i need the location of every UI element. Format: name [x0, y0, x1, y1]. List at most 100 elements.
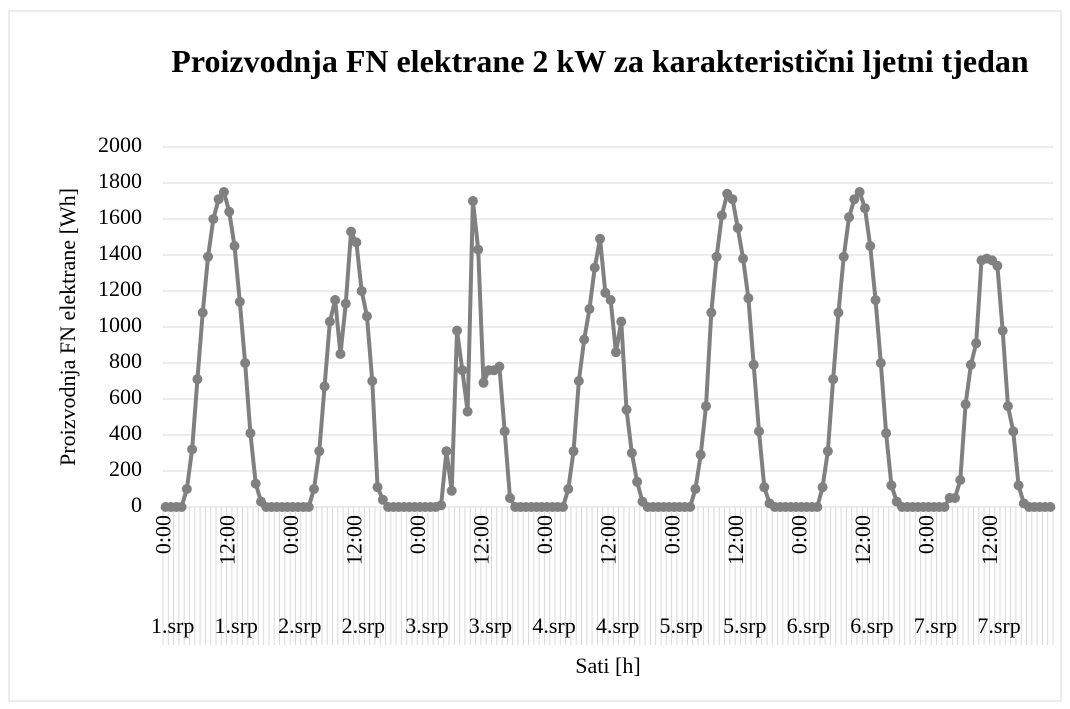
point-marker: [192, 374, 203, 385]
point-marker: [314, 446, 325, 457]
x-tick-label: 12:00: [977, 515, 1002, 565]
point-marker: [859, 203, 870, 214]
point-marker: [335, 349, 346, 359]
point-marker: [690, 484, 701, 494]
point-marker: [626, 448, 637, 458]
y-axis-label: Proizvodnja FN elektrane [Wh]: [55, 188, 80, 466]
point-marker: [610, 347, 621, 358]
x-group-label: 1.srp: [151, 613, 194, 638]
point-marker: [346, 226, 357, 237]
point-marker: [367, 376, 378, 386]
y-tick-label: 800: [109, 348, 142, 373]
point-marker: [854, 187, 865, 197]
x-tick-label: 12:00: [596, 515, 621, 565]
point-marker: [738, 253, 749, 264]
point-marker: [881, 428, 892, 439]
y-tick-label: 1800: [98, 168, 142, 193]
x-group-label: 4.srp: [596, 613, 639, 638]
x-group-label: 2.srp: [342, 613, 385, 638]
point-marker: [1008, 426, 1019, 437]
point-marker: [759, 482, 770, 493]
point-marker: [176, 502, 187, 512]
x-tick-label: 0:00: [786, 515, 811, 554]
point-marker: [319, 381, 330, 392]
point-marker: [573, 376, 584, 386]
point-marker: [838, 251, 849, 262]
point-marker: [568, 446, 579, 457]
y-tick-label: 1000: [98, 312, 142, 337]
point-marker: [605, 295, 616, 305]
point-marker: [828, 374, 839, 385]
point-marker: [330, 295, 341, 305]
point-marker: [748, 359, 759, 370]
point-marker: [997, 325, 1008, 336]
point-marker: [452, 325, 463, 336]
point-marker: [563, 484, 574, 494]
point-marker: [870, 295, 881, 305]
point-marker: [685, 502, 696, 512]
y-tick-label: 1400: [98, 240, 142, 265]
point-marker: [462, 406, 473, 417]
point-marker: [446, 485, 457, 496]
point-marker: [849, 194, 860, 205]
y-tick-label: 1600: [98, 204, 142, 229]
point-marker: [250, 478, 261, 489]
point-marker: [208, 214, 219, 224]
point-marker: [595, 233, 606, 244]
x-group-label: 6.srp: [787, 613, 830, 638]
point-marker: [213, 194, 224, 205]
point-marker: [621, 404, 632, 415]
point-marker: [822, 446, 833, 457]
x-tick-label: 0:00: [532, 515, 557, 554]
point-marker: [494, 361, 505, 372]
x-group-label: 2.srp: [278, 613, 321, 638]
point-marker: [218, 187, 229, 197]
point-marker: [600, 287, 611, 298]
x-tick-label: 0:00: [914, 515, 939, 554]
point-marker: [701, 401, 712, 412]
y-tick-label: 1200: [98, 276, 142, 301]
x-tick-label: 0:00: [278, 515, 303, 554]
point-marker: [716, 210, 727, 221]
point-marker: [743, 293, 754, 304]
point-marker: [616, 316, 627, 327]
point-marker: [240, 358, 251, 368]
point-marker: [356, 286, 367, 296]
point-marker: [949, 493, 960, 503]
point-marker: [965, 359, 976, 370]
point-marker: [579, 334, 590, 345]
point-marker: [504, 493, 515, 503]
point-marker: [377, 494, 388, 505]
point-marker: [340, 298, 351, 309]
x-tick-label: 12:00: [723, 515, 748, 565]
point-marker: [234, 296, 245, 307]
point-marker: [557, 502, 568, 512]
x-tick-label: 0:00: [151, 515, 176, 554]
point-marker: [473, 244, 484, 255]
point-marker: [467, 196, 478, 206]
point-marker: [812, 502, 823, 512]
x-group-label: 3.srp: [405, 613, 448, 638]
point-marker: [960, 399, 971, 410]
point-marker: [632, 476, 643, 487]
point-marker: [844, 212, 855, 223]
point-marker: [324, 316, 335, 327]
x-tick-label: 12:00: [341, 515, 366, 565]
point-marker: [441, 446, 452, 457]
point-marker: [436, 500, 447, 511]
point-marker: [886, 480, 897, 491]
point-marker: [817, 482, 828, 493]
point-marker: [1013, 480, 1024, 491]
point-marker: [197, 307, 208, 318]
x-tick-label: 12:00: [469, 515, 494, 565]
y-tick-label: 0: [131, 492, 142, 517]
y-tick-label: 600: [109, 384, 142, 409]
x-group-label: 5.srp: [660, 613, 703, 638]
point-marker: [224, 206, 235, 217]
point-marker: [706, 307, 717, 318]
point-marker: [833, 307, 844, 318]
point-marker: [753, 426, 764, 437]
point-marker: [361, 311, 372, 322]
x-group-label: 7.srp: [914, 613, 957, 638]
